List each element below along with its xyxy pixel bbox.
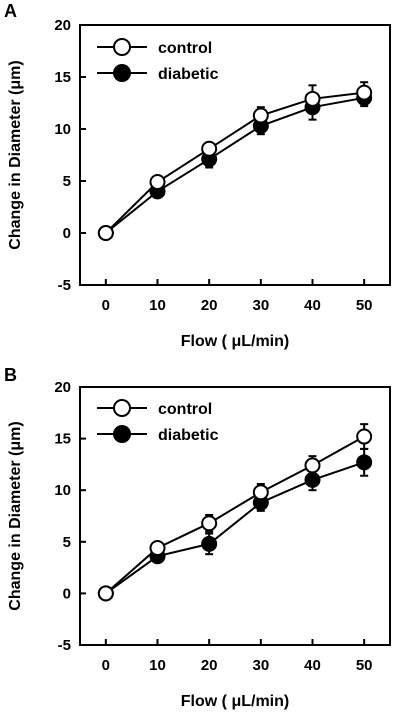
x-axis-title: Flow ( μL/min) [181,333,289,350]
legend: control diabetic [97,399,219,444]
x-axis-title: Flow ( μL/min) [181,693,289,710]
x-tick-label: 30 [252,297,269,314]
series-line [105,91,365,234]
plot-frame [79,386,391,646]
y-tick-label: -5 [58,637,71,654]
y-tick-label: 0 [63,585,71,602]
series-control [97,423,373,602]
x-tick-label: 0 [102,297,110,314]
chart-panel-a: -5 0 5 10 15 20 0 10 20 30 40 50 Flow ( μL/min) Chang… [4,1,391,350]
data-point [149,539,166,556]
x-tick-label: 20 [201,657,218,674]
data-point [252,107,269,124]
series-line [105,435,365,595]
data-point [201,535,218,552]
legend-marker [113,64,131,82]
series-diabetic [97,447,373,602]
data-point [149,174,166,191]
data-point [97,225,114,241]
series-line [105,461,365,595]
data-point [356,84,373,101]
y-axis-title: Change in Diameter (μm) [7,60,24,249]
legend-label: diabetic [158,427,219,444]
y-tick-label: 5 [63,534,71,551]
series-control [97,81,373,241]
y-tick-label: 20 [54,17,71,34]
y-tick-label: 15 [54,431,71,448]
y-tick-label: 0 [63,225,71,242]
chart-panel-b: -5 0 5 10 15 20 0 10 20 30 40 50 Flow ( μL/min) Chang… [4,365,391,710]
x-tick-label: 40 [304,657,321,674]
legend: control diabetic [97,38,219,83]
data-point [201,515,218,532]
series-line [105,96,365,234]
data-point [201,140,218,157]
data-point [97,585,114,602]
y-tick-label: 5 [63,173,71,190]
data-point [356,454,373,471]
y-tick-label: -5 [58,277,71,294]
panel-label: B [4,365,17,385]
data-point [304,90,321,107]
x-tick-label: 20 [201,297,218,314]
x-tick-label: 50 [356,297,373,314]
legend-label: control [158,401,212,418]
plot-frame [79,24,391,286]
x-tick-label: 10 [149,657,166,674]
x-tick-label: 10 [149,297,166,314]
y-tick-label: 10 [54,482,71,499]
data-point [356,428,373,445]
x-tick-label: 30 [252,657,269,674]
x-tick-label: 0 [102,657,110,674]
legend-marker [113,38,131,56]
legend-marker [113,399,131,417]
y-tick-label: 20 [54,379,71,396]
y-tick-label: 10 [54,121,71,138]
y-tick-label: 15 [54,69,71,86]
legend-marker [113,425,131,443]
x-tick-label: 50 [356,657,373,674]
data-point [252,484,269,501]
legend-label: control [158,40,212,57]
x-tick-label: 40 [304,297,321,314]
series-diabetic [97,88,373,241]
y-axis-title: Change in Diameter (μm) [7,421,24,610]
legend-label: diabetic [158,66,219,83]
data-point [304,457,321,474]
panel-label: A [4,1,17,21]
